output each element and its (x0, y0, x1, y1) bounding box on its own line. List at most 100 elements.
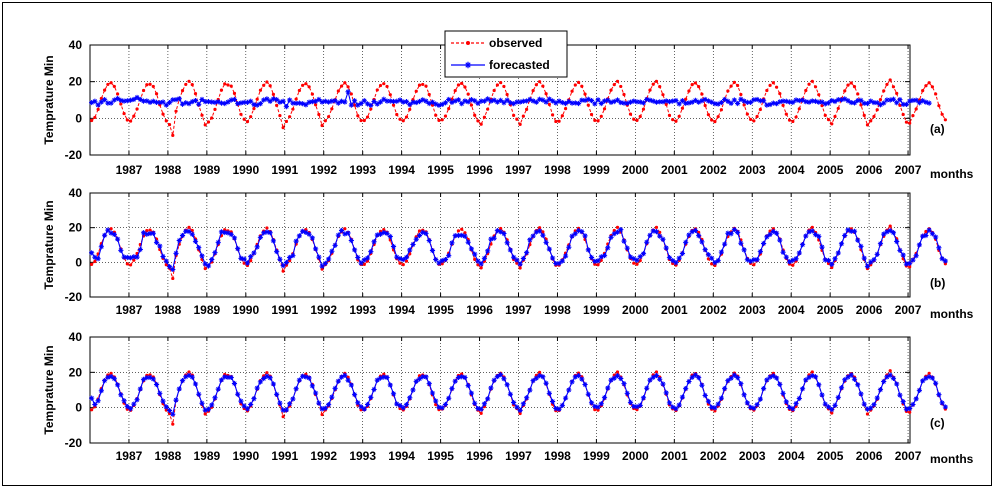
data-point-forecasted (686, 232, 692, 238)
data-point-observed (596, 263, 600, 267)
data-point-forecasted (890, 375, 897, 381)
data-point-forecasted (170, 411, 176, 417)
data-point-forecasted (790, 257, 796, 263)
data-point-forecasted (264, 373, 270, 379)
data-point-observed (512, 113, 516, 117)
data-point-forecasted (368, 102, 374, 108)
data-point-forecasted (416, 232, 423, 239)
data-point-forecasted (900, 399, 906, 405)
data-point-forecasted (150, 98, 156, 104)
data-point-observed (206, 120, 211, 124)
data-point-forecasted (348, 382, 354, 388)
data-point-forecasted (705, 398, 712, 404)
x-tick-label: 1997 (505, 449, 532, 463)
data-point-forecasted (819, 244, 825, 250)
data-point-forecasted (575, 100, 582, 107)
data-point-forecasted (446, 395, 452, 401)
data-point-forecasted (351, 391, 358, 398)
data-point-forecasted (822, 401, 828, 407)
data-point-forecasted (900, 252, 906, 258)
data-point-forecasted (261, 230, 267, 236)
data-point-forecasted (157, 99, 163, 106)
data-point-observed (791, 263, 795, 267)
data-point-forecasted (364, 401, 371, 408)
data-point-observed (473, 113, 477, 117)
x-tick-label: 2003 (739, 303, 766, 317)
data-point-observed (930, 85, 935, 89)
data-point-forecasted (923, 375, 929, 381)
data-point-forecasted (657, 233, 663, 239)
data-point-forecasted (147, 99, 153, 105)
data-point-observed (460, 227, 464, 231)
panel-label: (b) (930, 276, 945, 290)
data-point-forecasted (468, 390, 475, 396)
data-point-forecasted (254, 244, 260, 250)
data-point-observed (563, 107, 568, 111)
data-point-forecasted (832, 98, 838, 105)
data-point-forecasted (306, 99, 312, 105)
data-point-observed (210, 116, 214, 120)
data-point-forecasted (822, 257, 828, 263)
data-point-forecasted (939, 256, 945, 262)
data-point-forecasted (887, 372, 893, 378)
data-point-forecasted (147, 374, 153, 381)
data-point-forecasted (102, 97, 108, 103)
data-point-forecasted (95, 256, 101, 262)
data-point-observed (862, 113, 866, 117)
data-point-observed (151, 84, 155, 89)
data-point-forecasted (387, 382, 393, 388)
data-point-forecasted (179, 378, 186, 384)
data-point-forecasted (163, 102, 169, 108)
data-point-forecasted (845, 374, 851, 380)
x-tick-label: 2001 (661, 163, 688, 177)
data-point-forecasted (248, 401, 254, 408)
data-point-forecasted (598, 401, 604, 407)
data-point-forecasted (838, 97, 845, 103)
data-point-forecasted (517, 261, 523, 267)
data-point-forecasted (868, 98, 874, 104)
panel-c: 1987 1988 1989 1990 1991 1992 1993 1994 1995 1996… (42, 330, 974, 466)
data-point-observed (90, 408, 94, 412)
data-point-forecasted (676, 255, 682, 261)
data-point-forecasted (942, 404, 948, 410)
data-point-observed (427, 92, 431, 97)
data-point-observed (619, 84, 623, 89)
data-point-forecasted (744, 257, 750, 263)
data-point-forecasted (452, 98, 458, 104)
data-point-forecasted (627, 399, 634, 405)
data-point-observed (771, 227, 775, 231)
data-point-observed (538, 370, 542, 374)
data-point-forecasted (501, 230, 507, 237)
data-point-forecasted (209, 402, 215, 408)
data-point-forecasted (306, 375, 312, 381)
data-point-forecasted (562, 100, 569, 107)
data-point-observed (943, 262, 947, 266)
data-point-forecasted (933, 380, 939, 386)
data-point-forecasted (481, 255, 488, 261)
data-point-forecasted (287, 254, 293, 261)
data-point-forecasted (426, 100, 432, 107)
data-point-forecasted (371, 386, 377, 393)
data-point-forecasted (283, 104, 289, 110)
data-point-forecasted (511, 101, 517, 107)
data-point-observed (807, 82, 811, 86)
data-point-observed (262, 83, 266, 87)
data-point-forecasted (507, 391, 513, 397)
data-point-forecasted (199, 400, 205, 406)
data-point-forecasted (465, 382, 471, 389)
data-point-forecasted (501, 100, 507, 106)
data-point-forecasted (923, 99, 929, 105)
data-point-forecasted (332, 242, 338, 248)
data-point-forecasted (530, 378, 536, 384)
data-point-forecasted (689, 229, 695, 235)
data-point-forecasted (572, 374, 578, 380)
data-point-observed (443, 114, 448, 118)
data-point-forecasted (559, 258, 565, 264)
data-point-forecasted (793, 401, 799, 407)
data-point-observed (586, 103, 590, 107)
x-tick-label: 1994 (388, 449, 415, 463)
data-point-observed (330, 107, 334, 111)
data-point-forecasted (855, 97, 861, 104)
data-point-forecasted (287, 97, 293, 103)
data-point-forecasted (446, 96, 452, 103)
